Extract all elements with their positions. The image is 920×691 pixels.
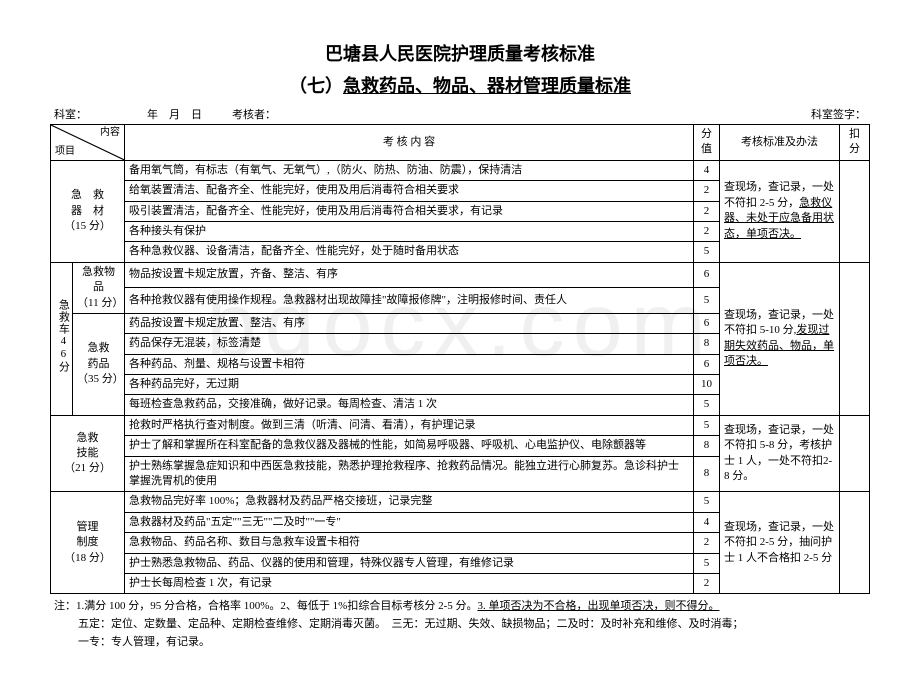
section-2-project-group: 急救车46分 — [51, 262, 73, 415]
row-score: 2 — [694, 201, 720, 221]
subtitle-prefix: （七） — [289, 76, 343, 96]
notes: 注：1.满分 100 分，95 分合格，合格率 100%。2、每低于 1%扣综合… — [50, 598, 870, 651]
row-score: 8 — [694, 436, 720, 456]
subtitle-main: 急救药品、物品、器材管理质量标准 — [343, 76, 631, 96]
row-score: 4 — [694, 512, 720, 532]
row-content: 每班检查急救药品，交接准确，做好记录。每周检查、清洁 1 次 — [125, 395, 694, 415]
assessment-table: 内容 项目 考 核 内 容 分值 考核标准及办法 扣分 急 救器 材（15 分）… — [50, 124, 870, 594]
diag-bottom: 项目 — [55, 145, 75, 159]
row-content: 药品按设置卡规定放置、整洁、有序 — [125, 313, 694, 333]
row-score: 8 — [694, 334, 720, 354]
row-content: 各种接头有保护 — [125, 221, 694, 241]
note-line-3: 一专：专人管理，有记录。 — [54, 634, 866, 652]
row-score: 4 — [694, 160, 720, 180]
row-content: 护士了解和掌握所在科室配备的急救仪器及器械的性能，如简易呼吸器、呼吸机、心电监护… — [125, 436, 694, 456]
row-content: 各种药品完好，无过期 — [125, 375, 694, 395]
section-2-sub-2: 急救药品（35 分） — [73, 313, 125, 415]
row-content: 吸引装置清洁，配备齐全、性能完好，使用及用后消毒符合相关要求，有记录 — [125, 201, 694, 221]
section-2-standard: 查现场，查记录，一处不符扣 5-10 分,发现过期失效药品、物品，单项否决。 — [720, 262, 840, 415]
row-score: 6 — [694, 354, 720, 374]
row-score: 8 — [694, 456, 720, 492]
score-header: 分值 — [694, 125, 720, 161]
section-1-deduct — [840, 160, 870, 262]
row-content: 各种抢救仪器有使用操作规程。急救器材出现故障挂"故障报修牌"，注明报修时间、责任… — [125, 288, 694, 314]
section-4-standard: 查现场，查记录，一处不符扣 2-5 分，抽问护士 1 人不合格扣 2-5 分 — [720, 492, 840, 594]
row-score: 2 — [694, 181, 720, 201]
row-score: 5 — [694, 242, 720, 262]
row-content: 各种药品、剂量、规格与设置卡相符 — [125, 354, 694, 374]
row-content: 各种急救仪器、设备清洁，配备齐全、性能完好，处于随时备用状态 — [125, 242, 694, 262]
row-content: 护士熟练掌握急症知识和中西医急救技能，熟悉护理抢救程序、抢救药品情况。能独立进行… — [125, 456, 694, 492]
content-header: 考 核 内 容 — [125, 125, 694, 161]
row-content: 药品保存无混装，标签清楚 — [125, 334, 694, 354]
note-line-1-u: 3. 单项否决为不合格，出现单项否决，则不得分。 — [478, 600, 720, 612]
diag-header: 内容 项目 — [51, 125, 125, 161]
section-4-project: 管理制度（18 分） — [51, 492, 125, 594]
section-2-deduct — [840, 262, 870, 415]
row-score: 6 — [694, 262, 720, 288]
diag-top: 内容 — [100, 126, 120, 140]
row-score: 5 — [694, 288, 720, 314]
standard-header: 考核标准及办法 — [720, 125, 840, 161]
document-title: 巴塘县人民医院护理质量考核标准 — [50, 40, 870, 66]
row-content: 给氧装置清洁、配备齐全、性能完好，使用及用后消毒符合相关要求 — [125, 181, 694, 201]
section-3-standard: 查现场，查记录，一处不符扣 5-8 分，考核护士 1 人，一处不符扣2-8 分。 — [720, 415, 840, 492]
row-score: 5 — [694, 415, 720, 435]
row-score: 2 — [694, 573, 720, 593]
row-content: 急救物品、药品名称、数目与急救车设置卡相符 — [125, 533, 694, 553]
row-content: 护士熟悉急救物品、药品、仪器的使用和管理，特殊仪器专人管理，有维修记录 — [125, 553, 694, 573]
row-score: 5 — [694, 395, 720, 415]
row-content: 抢救时严格执行查对制度。做到三清（听清、问清、看清），有护理记录 — [125, 415, 694, 435]
row-score: 5 — [694, 492, 720, 512]
row-score: 6 — [694, 313, 720, 333]
row-content: 护士长每周检查 1 次，有记录 — [125, 573, 694, 593]
row-score: 5 — [694, 553, 720, 573]
row-score: 2 — [694, 221, 720, 241]
header-row: 科室： 年 月 日 考核者： 科室签字： — [50, 106, 870, 122]
row-content: 物品按设置卡规定放置，齐备、整洁、有序 — [125, 262, 694, 288]
document-subtitle: （七）急救药品、物品、器材管理质量标准 — [50, 72, 870, 98]
table-header-row: 内容 项目 考 核 内 容 分值 考核标准及办法 扣分 — [51, 125, 870, 161]
row-content: 急救物品完好率 100%；急救器材及药品严格交接班，记录完整 — [125, 492, 694, 512]
note-line-2: 五定：定位、定数量、定品种、定期检查维修、定期消毒灭菌。 三无：无过期、失效、缺… — [54, 616, 866, 634]
date-label: 年 月 日 — [147, 106, 202, 122]
row-content: 急救器材及药品"五定""三无""二及时""一专" — [125, 512, 694, 532]
section-4-deduct — [840, 492, 870, 594]
deduct-header: 扣分 — [840, 125, 870, 161]
row-score: 10 — [694, 375, 720, 395]
section-2-sub-1: 急救物品（11 分） — [73, 262, 125, 313]
section-3-project: 急救技能（21 分） — [51, 415, 125, 492]
row-content: 备用氧气筒，有标志（有氧气、无氧气）,（防火、防热、防油、防震），保持清洁 — [125, 160, 694, 180]
section-1-standard: 查现场，查记录，一处不符扣 2-5 分，急救仪器、未处于应急备用状态，单项否决。 — [720, 160, 840, 262]
section-1-project: 急 救器 材（15 分） — [51, 160, 125, 262]
dept-label: 科室： — [54, 106, 87, 122]
section-3-deduct — [840, 415, 870, 492]
examiner-label: 考核者： — [232, 106, 276, 122]
row-score: 2 — [694, 533, 720, 553]
sign-label: 科室签字： — [811, 106, 866, 122]
note-line-1-pre: 注：1.满分 100 分，95 分合格，合格率 100%。2、每低于 1%扣综合… — [54, 600, 478, 612]
